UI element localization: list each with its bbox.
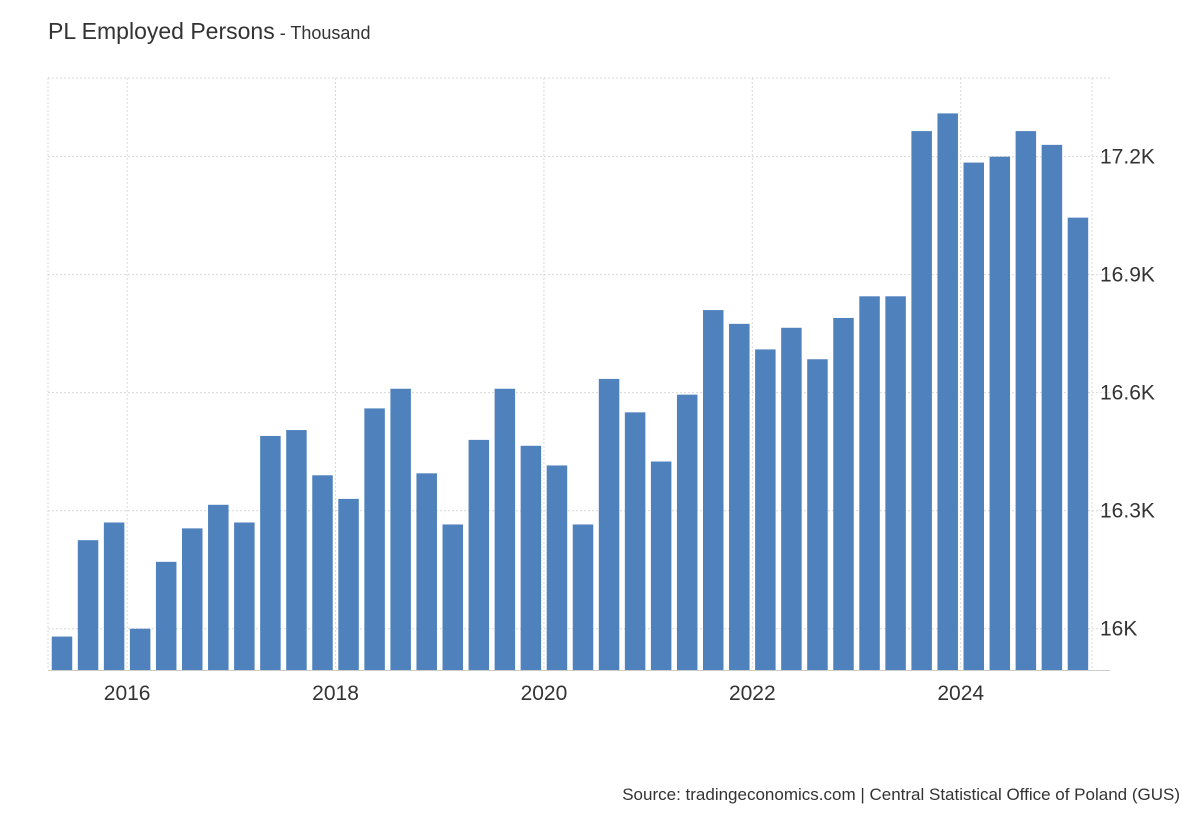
bar[interactable] <box>729 323 750 670</box>
axis-layer: 16K 16.3K 16.6K 16.9K 17.2K 2016 2018 2020 2022 2… <box>48 146 1155 705</box>
bar[interactable] <box>624 412 646 670</box>
x-tick-label: 2016 <box>104 682 151 705</box>
source-attribution: Source: tradingeconomics.com | Central S… <box>622 785 1180 804</box>
bar[interactable] <box>989 156 1011 671</box>
bar[interactable] <box>286 430 307 670</box>
bar[interactable] <box>781 327 802 670</box>
y-tick-label: 16.6K <box>1100 382 1155 405</box>
bar[interactable] <box>129 628 151 670</box>
bar[interactable] <box>859 296 880 670</box>
bar[interactable] <box>703 310 724 670</box>
x-tick-label: 2020 <box>521 682 568 705</box>
bar[interactable] <box>494 388 516 670</box>
x-tick-label: 2018 <box>312 682 359 705</box>
bar[interactable] <box>755 349 776 670</box>
chart-title-main: PL Employed Persons <box>48 18 275 44</box>
bar[interactable] <box>468 439 490 670</box>
bars-layer <box>51 113 1089 671</box>
bar[interactable] <box>390 388 411 670</box>
bar[interactable] <box>650 461 672 670</box>
y-tick-label: 16K <box>1100 618 1137 641</box>
x-tick-label: 2024 <box>937 682 984 705</box>
bar[interactable] <box>1015 131 1037 670</box>
bar[interactable] <box>338 498 359 670</box>
bar[interactable] <box>364 408 385 670</box>
bar[interactable] <box>103 522 125 670</box>
x-tick-label: 2022 <box>729 682 776 705</box>
bar[interactable] <box>1041 144 1063 671</box>
bar[interactable] <box>676 394 698 670</box>
bar[interactable] <box>963 162 985 671</box>
bar[interactable] <box>546 465 568 670</box>
y-tick-label: 17.2K <box>1100 146 1155 169</box>
bar[interactable] <box>234 522 255 670</box>
bar-chart: 16K 16.3K 16.6K 16.9K 17.2K 2016 2018 2020 2022 2… <box>47 77 1155 705</box>
chart-title: PL Employed Persons - Thousand <box>48 18 370 45</box>
bar[interactable] <box>911 131 932 670</box>
bar[interactable] <box>833 317 854 670</box>
bar[interactable] <box>208 504 229 670</box>
bar[interactable] <box>77 540 99 670</box>
bar[interactable] <box>572 524 594 670</box>
bar[interactable] <box>155 561 177 670</box>
bar[interactable] <box>312 475 333 670</box>
bar[interactable] <box>442 524 464 670</box>
bar[interactable] <box>885 296 906 670</box>
bar[interactable] <box>182 528 203 670</box>
title-separator: - <box>274 23 291 43</box>
bar[interactable] <box>598 378 620 670</box>
bar[interactable] <box>520 445 542 670</box>
bar[interactable] <box>416 473 437 670</box>
y-tick-label: 16.9K <box>1100 264 1155 287</box>
y-tick-label: 16.3K <box>1100 500 1155 523</box>
bar[interactable] <box>1067 217 1089 671</box>
bar[interactable] <box>260 435 281 670</box>
chart-unit-label: Thousand <box>290 23 371 43</box>
bar[interactable] <box>807 359 828 670</box>
bar[interactable] <box>937 113 958 671</box>
bar[interactable] <box>51 636 73 670</box>
